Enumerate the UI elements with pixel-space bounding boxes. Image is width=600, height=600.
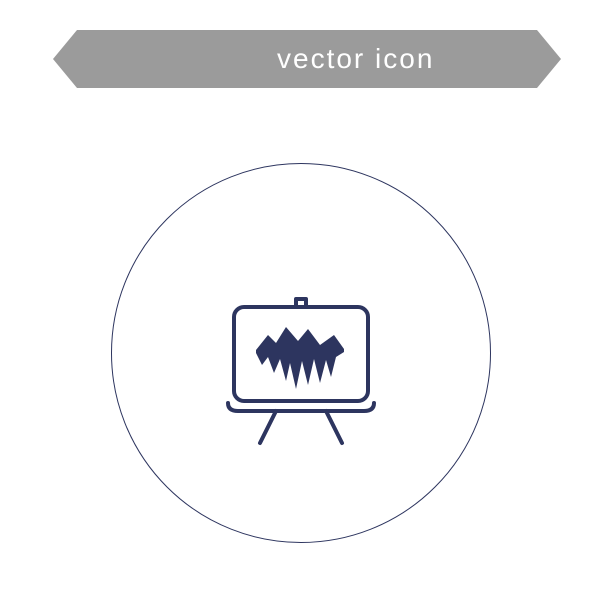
- header-label: vector icon: [277, 43, 434, 75]
- vector-icon-card: vector icon: [0, 0, 600, 600]
- easel-svg: [216, 285, 386, 455]
- header-banner: vector icon: [53, 30, 561, 88]
- easel-painting-icon: [216, 285, 386, 455]
- header-left-chevron: [53, 30, 77, 88]
- header-right-chevron: [537, 30, 561, 88]
- header-body: vector icon: [77, 30, 537, 88]
